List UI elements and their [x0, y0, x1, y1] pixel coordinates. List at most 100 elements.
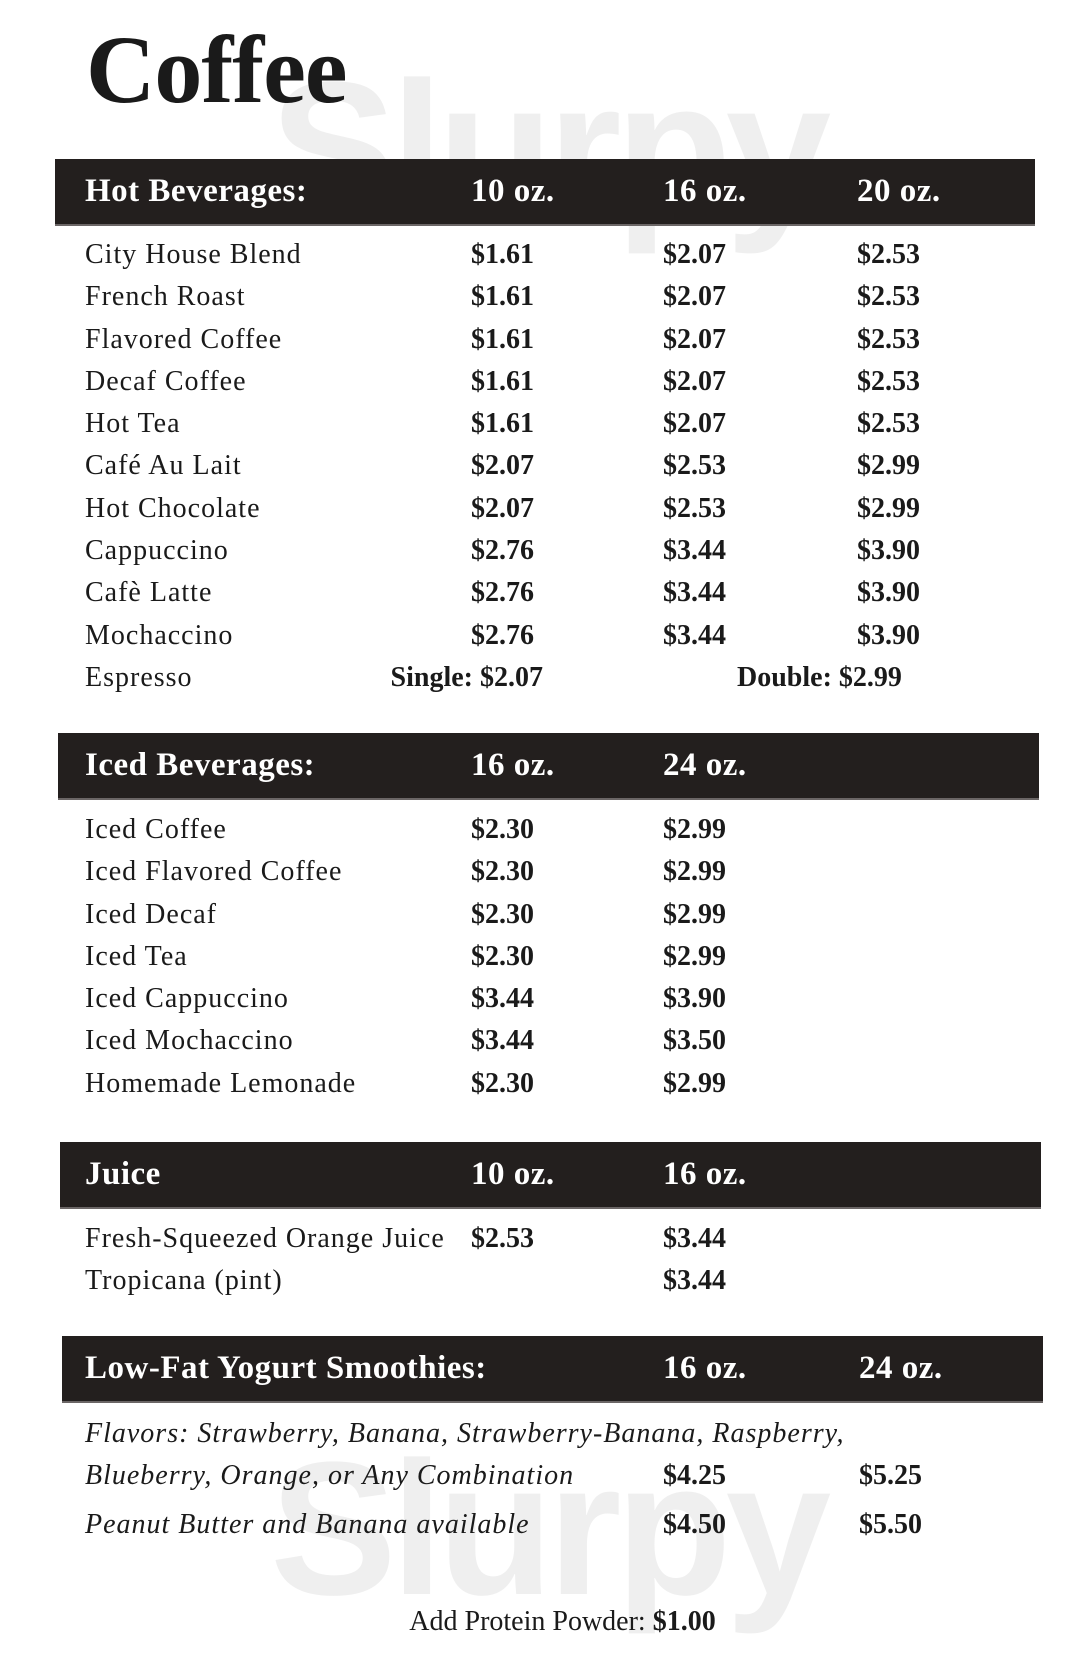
- menu-item: Blueberry, Orange, or Any Combination $4.…: [0, 1455, 1075, 1497]
- item-name: Iced Tea: [85, 940, 188, 972]
- size-label: 10 oz.: [471, 1156, 555, 1192]
- item-name: Peanut Butter and Banana available: [85, 1508, 530, 1540]
- item-name: Café Au Lait: [85, 450, 242, 482]
- item-price: $2.53: [471, 1223, 534, 1254]
- item-price: $2.07: [471, 492, 534, 524]
- item-price: $3.44: [471, 983, 534, 1015]
- item-price: $2.30: [471, 1067, 534, 1099]
- item-price: $2.53: [663, 492, 726, 524]
- item-name: Mochaccino: [85, 619, 234, 651]
- item-name: Homemade Lemonade: [85, 1067, 357, 1099]
- menu-item: Flavored Coffee $1.61 $2.07 $2.53: [0, 319, 1075, 361]
- item-price: $1.61: [471, 365, 534, 397]
- protein-addon: Add Protein Powder: $1.00: [0, 1606, 1075, 1638]
- item-price: $4.50: [663, 1508, 726, 1540]
- item-price: $2.07: [663, 408, 726, 440]
- item-price: $2.30: [471, 940, 534, 972]
- item-price: $2.76: [471, 535, 534, 567]
- item-price: $3.44: [663, 577, 726, 609]
- item-list: Iced Coffee $2.30 $2.99 Iced Flavored Coffe…: [0, 809, 1075, 1105]
- size-label: 20 oz.: [857, 173, 941, 209]
- item-price: $2.99: [663, 940, 726, 972]
- item-price: $2.07: [663, 239, 726, 270]
- menu-item: City House Blend $1.61 $2.07 $2.53: [0, 234, 1075, 276]
- size-label: 16 oz.: [471, 747, 555, 783]
- section-header: Hot Beverages: 10 oz. 16 oz. 20 oz.: [55, 159, 1035, 226]
- item-list: Flavors: Strawberry, Banana, Strawberry-…: [0, 1413, 1075, 1546]
- item-name: Cappuccino: [85, 535, 229, 567]
- espresso-double-price: Double: $2.99: [737, 661, 902, 693]
- item-price: $1.61: [471, 323, 534, 355]
- item-name: French Roast: [85, 281, 246, 313]
- item-price: $3.90: [663, 983, 726, 1015]
- menu-item: Café Au Lait $2.07 $2.53 $2.99: [0, 445, 1075, 487]
- section-heading: Iced Beverages:: [85, 747, 316, 783]
- item-name: Decaf Coffee: [85, 365, 247, 397]
- item-name: Iced Flavored Coffee: [85, 856, 343, 888]
- menu-item: Homemade Lemonade $2.30 $2.99: [0, 1063, 1075, 1105]
- section-header: Iced Beverages: 16 oz. 24 oz.: [58, 733, 1039, 800]
- menu-item: Cafè Latte $2.76 $3.44 $3.90: [0, 572, 1075, 614]
- item-price: $2.30: [471, 898, 534, 930]
- menu-item: French Roast $1.61 $2.07 $2.53: [0, 276, 1075, 318]
- menu-item: Tropicana (pint) $3.44: [0, 1260, 1075, 1302]
- item-price: $1.61: [471, 408, 534, 440]
- item-name: Fresh-Squeezed Orange Juice: [85, 1223, 445, 1254]
- item-name: Iced Coffee: [85, 814, 227, 845]
- menu-item: Iced Flavored Coffee $2.30 $2.99: [0, 851, 1075, 893]
- item-price: $3.44: [663, 535, 726, 567]
- protein-price: $1.00: [652, 1606, 716, 1637]
- size-label: 24 oz.: [859, 1350, 943, 1386]
- espresso-single-price: Single: $2.07: [390, 661, 543, 693]
- page-title: Coffee: [86, 16, 347, 123]
- item-name: Iced Cappuccino: [85, 983, 289, 1015]
- item-price: $2.30: [471, 856, 534, 888]
- item-price: $1.61: [471, 281, 534, 313]
- item-price: $2.07: [471, 450, 534, 482]
- item-name: Hot Tea: [85, 408, 181, 440]
- item-price: $2.53: [857, 323, 920, 355]
- menu-item: Iced Tea $2.30 $2.99: [0, 936, 1075, 978]
- section-heading: Juice: [85, 1156, 161, 1192]
- item-name: City House Blend: [85, 239, 302, 270]
- item-name: Flavors: Strawberry, Banana, Strawberry-…: [85, 1418, 845, 1449]
- item-list: Fresh-Squeezed Orange Juice $2.53 $3.44 Tro…: [0, 1218, 1075, 1303]
- size-label: 24 oz.: [663, 747, 747, 783]
- item-price: $3.90: [857, 577, 920, 609]
- item-price: $2.53: [663, 450, 726, 482]
- item-price: $2.99: [663, 1067, 726, 1099]
- menu-item: Hot Chocolate $2.07 $2.53 $2.99: [0, 488, 1075, 530]
- item-price: $2.99: [857, 492, 920, 524]
- protein-label: Add Protein Powder:: [409, 1606, 646, 1637]
- item-price: $2.99: [857, 450, 920, 482]
- menu-item: Flavors: Strawberry, Banana, Strawberry-…: [0, 1413, 1075, 1455]
- item-price: $5.50: [859, 1508, 922, 1540]
- item-name: Iced Mochaccino: [85, 1025, 294, 1057]
- item-price: $2.53: [857, 281, 920, 313]
- item-name: Hot Chocolate: [85, 492, 261, 524]
- menu-item: Fresh-Squeezed Orange Juice $2.53 $3.44: [0, 1218, 1075, 1260]
- size-label: 16 oz.: [663, 1156, 747, 1192]
- menu-item: Decaf Coffee $1.61 $2.07 $2.53: [0, 361, 1075, 403]
- item-price: $2.99: [663, 898, 726, 930]
- item-price: $2.07: [663, 323, 726, 355]
- size-label: 16 oz.: [663, 173, 747, 209]
- menu-item: Iced Mochaccino $3.44 $3.50: [0, 1020, 1075, 1062]
- section-header: Juice 10 oz. 16 oz.: [60, 1142, 1041, 1209]
- item-price: $2.07: [663, 281, 726, 313]
- item-price: $2.99: [663, 814, 726, 845]
- item-price: $5.25: [859, 1460, 922, 1492]
- size-label: 16 oz.: [663, 1350, 747, 1386]
- item-price: $3.44: [471, 1025, 534, 1057]
- size-label: 10 oz.: [471, 173, 555, 209]
- item-name: Iced Decaf: [85, 898, 218, 930]
- section-header: Low-Fat Yogurt Smoothies: 16 oz. 24 oz.: [62, 1336, 1043, 1403]
- menu-item: Hot Tea $1.61 $2.07 $2.53: [0, 403, 1075, 445]
- item-price: $3.90: [857, 535, 920, 567]
- section-heading: Hot Beverages:: [85, 173, 308, 209]
- item-name: Cafè Latte: [85, 577, 213, 609]
- item-price: $1.61: [471, 239, 534, 270]
- section-heading: Low-Fat Yogurt Smoothies:: [85, 1350, 487, 1386]
- item-price: $2.53: [857, 239, 920, 270]
- menu-item-espresso: Espresso Single: $2.07 Double: $2.99: [0, 657, 1075, 699]
